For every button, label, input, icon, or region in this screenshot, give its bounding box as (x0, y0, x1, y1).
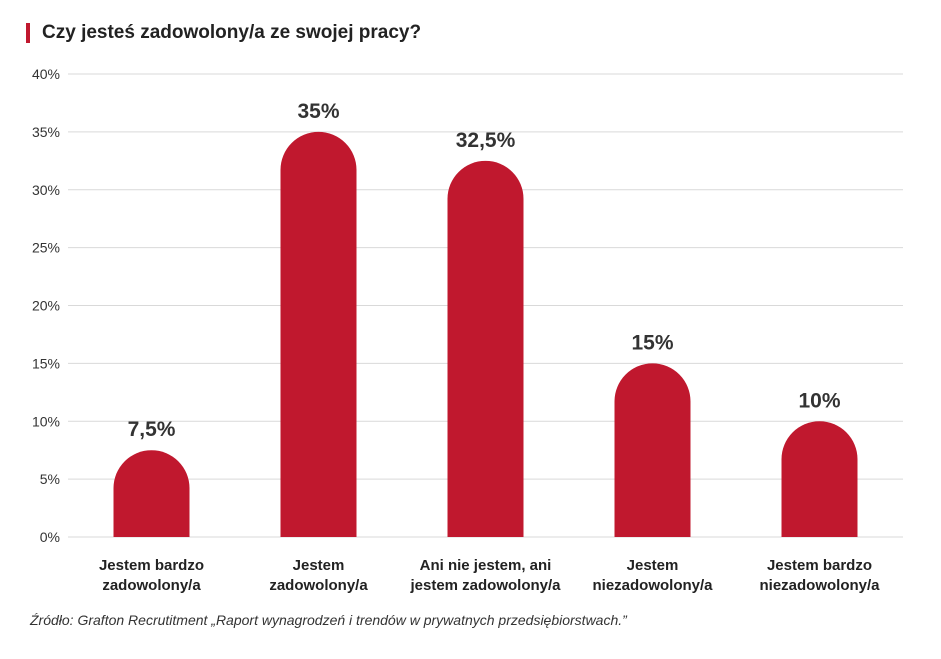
y-tick-label: 20% (32, 298, 60, 314)
x-tick-label: Jestem (293, 557, 345, 574)
data-label: 35% (297, 100, 339, 123)
chart-title-group: Czy jesteś zadowolony/a ze swojej pracy? (26, 22, 421, 44)
x-tick-label: Jestem bardzo (99, 557, 204, 574)
x-tick-label: jestem zadowolony/a (409, 577, 561, 594)
y-tick-label: 25% (32, 240, 60, 256)
x-tick-label: niezadowolony/a (592, 577, 713, 594)
y-tick-label: 0% (40, 529, 60, 545)
data-label: 32,5% (456, 129, 516, 152)
bar (781, 421, 858, 537)
x-tick-label: zadowolony/a (269, 577, 368, 594)
y-tick-label: 10% (32, 413, 60, 429)
bar (280, 131, 357, 537)
source-note: Źródło: Grafton Recrutitment „Raport wyn… (30, 612, 627, 628)
x-tick-label: Jestem (627, 557, 679, 574)
bar (447, 160, 524, 537)
y-tick-label: 5% (40, 471, 60, 487)
chart-title: Czy jesteś zadowolony/a ze swojej pracy? (42, 22, 422, 43)
data-label: 15% (631, 331, 673, 354)
data-label: 7,5% (128, 418, 176, 441)
y-tick-label: 40% (32, 66, 60, 82)
y-tick-label: 30% (32, 182, 60, 198)
y-tick-label: 15% (32, 355, 60, 371)
data-label: 10% (798, 389, 840, 412)
x-tick-label: Ani nie jestem, ani (420, 557, 552, 574)
bar (113, 450, 190, 537)
y-tick-label: 35% (32, 124, 60, 140)
title-accent-bar (26, 23, 30, 43)
bar (614, 363, 691, 537)
x-tick-label: zadowolony/a (102, 577, 201, 594)
x-tick-label: Jestem bardzo (767, 557, 872, 574)
x-tick-label: niezadowolony/a (759, 577, 880, 594)
